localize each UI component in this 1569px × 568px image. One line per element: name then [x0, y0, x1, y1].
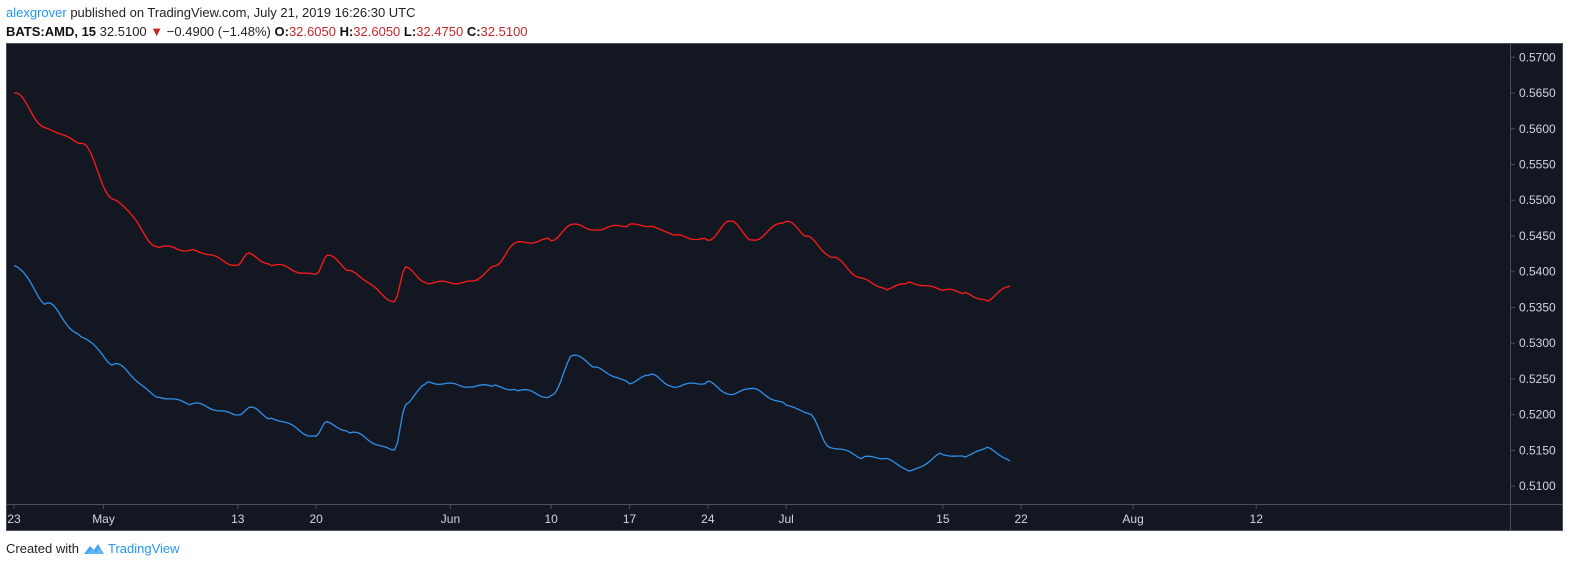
y-tick-label: 0.5100	[1519, 479, 1556, 493]
x-tick-label: Jul	[779, 512, 794, 526]
y-tick-label: 0.5650	[1519, 86, 1556, 100]
x-tick-label: 12	[1250, 512, 1264, 526]
y-tick-label: 0.5300	[1519, 336, 1556, 350]
y-tick-label: 0.5450	[1519, 229, 1556, 243]
low-value: 32.4750	[416, 24, 464, 39]
publish-header: alexgrover published on TradingView.com,…	[6, 4, 528, 40]
x-tick-label: 13	[231, 512, 245, 526]
time-axis[interactable]: 23 May 13 20 Jun 10 17 24 Jul 15 22 Aug 12	[7, 504, 1263, 526]
last-price: 32.5100	[99, 24, 147, 39]
series-layer	[13, 92, 1011, 472]
open-value: 32.6050	[288, 24, 336, 39]
publish-line: alexgrover published on TradingView.com,…	[6, 4, 528, 21]
x-tick-label: May	[92, 512, 115, 526]
x-tick-label: 20	[309, 512, 323, 526]
down-arrow-icon: ▼	[150, 24, 164, 39]
y-tick-label: 0.5200	[1519, 408, 1556, 422]
chart-border	[6, 43, 1563, 531]
symbol-line: BATS:AMD, 15 32.5100 ▼ −0.4900 (−1.48%) …	[6, 23, 528, 40]
x-tick-label: Jun	[441, 512, 460, 526]
tradingview-logo-icon	[83, 543, 104, 554]
close-label: C:	[466, 24, 481, 39]
tradingview-link[interactable]: TradingView	[83, 541, 180, 556]
y-tick-label: 0.5550	[1519, 158, 1556, 172]
x-tick-label: 24	[701, 512, 715, 526]
y-tick-label: 0.5150	[1519, 443, 1556, 457]
y-tick-label: 0.5600	[1519, 122, 1556, 136]
low-label: L:	[403, 24, 417, 39]
x-tick-label: 10	[544, 512, 558, 526]
price-axis[interactable]: 0.5700 0.5650 0.5600 0.5550 0.5500 0.5450 0.54…	[1510, 50, 1556, 493]
high-label: H:	[339, 24, 354, 39]
x-tick-label: 22	[1015, 512, 1029, 526]
y-tick-label: 0.5250	[1519, 372, 1556, 386]
y-tick-label: 0.5350	[1519, 300, 1556, 314]
y-tick-label: 0.5700	[1519, 50, 1556, 64]
x-tick-label: 15	[936, 512, 950, 526]
x-tick-label: 17	[623, 512, 637, 526]
high-value: 32.6050	[353, 24, 401, 39]
close-value: 32.5100	[480, 24, 528, 39]
chart-svg[interactable]: 0.5700 0.5650 0.5600 0.5550 0.5500 0.5450 0.54…	[6, 43, 1563, 531]
x-tick-label: 23	[7, 512, 21, 526]
price-change: −0.4900 (−1.48%)	[166, 24, 271, 39]
author-link[interactable]: alexgrover	[6, 5, 67, 20]
x-tick-label: Aug	[1122, 512, 1143, 526]
plot-background	[6, 43, 1563, 531]
y-tick-label: 0.5400	[1519, 265, 1556, 279]
y-tick-label: 0.5500	[1519, 193, 1556, 207]
open-label: O:	[274, 24, 289, 39]
publish-text: published on TradingView.com, July 21, 2…	[66, 5, 416, 20]
chart-area[interactable]: 0.5700 0.5650 0.5600 0.5550 0.5500 0.5450 0.54…	[6, 43, 1563, 531]
blue-series-line[interactable]	[13, 265, 1011, 472]
red-series-line[interactable]	[14, 92, 1011, 303]
created-with-label: Created with	[6, 541, 79, 556]
symbol-label: BATS:AMD, 15	[6, 24, 97, 39]
footer: Created with TradingView	[6, 541, 180, 556]
tradingview-brand-label: TradingView	[107, 541, 180, 556]
